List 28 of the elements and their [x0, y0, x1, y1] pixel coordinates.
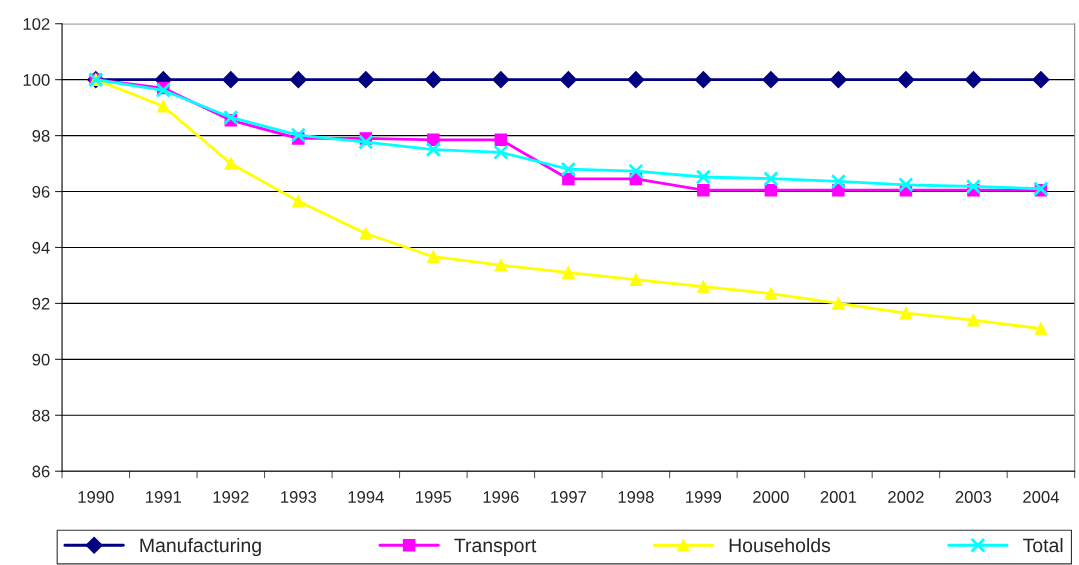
legend-label: Transport — [454, 538, 537, 557]
legend-label: Households — [729, 537, 831, 553]
x-tick-label: 1992 — [213, 491, 249, 503]
x-tick-label: 2003 — [955, 491, 992, 503]
y-tick-label: 90 — [32, 353, 50, 366]
x-tick-label: 1999 — [686, 491, 722, 503]
x-tick-label: 1994 — [348, 491, 384, 503]
legend-label: Total — [1023, 537, 1063, 553]
x-tick-label: 2004 — [1023, 491, 1059, 503]
x-tick-label: 1991 — [146, 491, 182, 503]
y-tick-label: 92 — [32, 297, 50, 310]
x-tick-label: 2000 — [753, 491, 789, 503]
x-tick-label: 1996 — [483, 491, 519, 503]
x-tick-label: 1998 — [618, 491, 654, 503]
x-tick-label: 1990 — [78, 491, 114, 503]
y-tick-label: 96 — [32, 185, 50, 198]
y-tick-label: 98 — [32, 130, 50, 142]
x-tick-label: 1995 — [416, 491, 452, 503]
x-tick-label: 2001 — [820, 491, 857, 503]
x-tick-label: 2002 — [888, 491, 924, 503]
y-tick-label: 100 — [23, 74, 50, 86]
x-tick-label: 1993 — [281, 491, 317, 503]
y-tick-label: 102 — [23, 18, 50, 30]
y-tick-label: 94 — [32, 241, 50, 254]
y-tick-label: 88 — [32, 409, 50, 422]
y-tick-label: 86 — [32, 465, 50, 478]
legend-label: Manufacturing — [140, 537, 261, 557]
x-tick-label: 1997 — [551, 491, 587, 503]
